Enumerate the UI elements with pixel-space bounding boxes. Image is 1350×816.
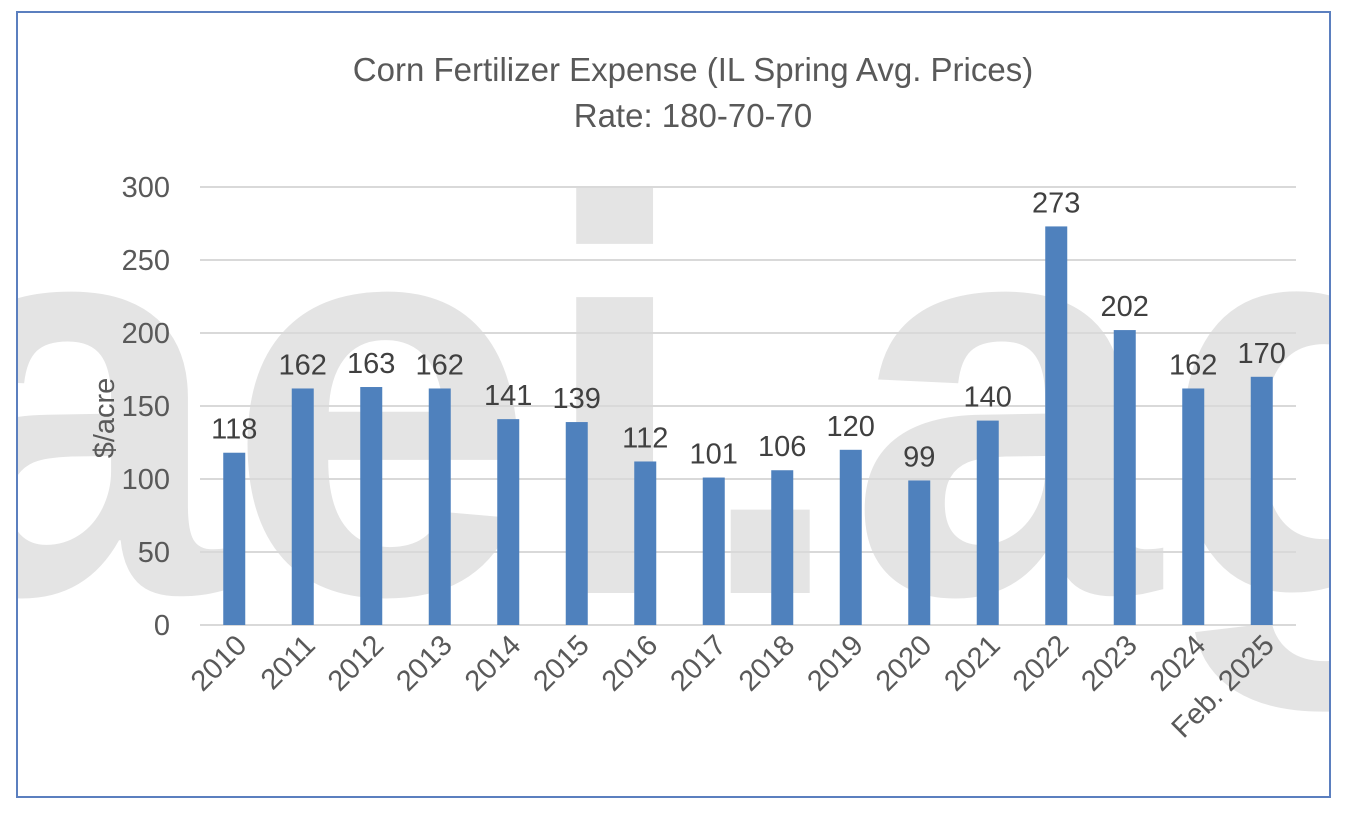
y-tick-label: 300 xyxy=(122,172,170,204)
data-label: 139 xyxy=(553,383,601,415)
bar xyxy=(1113,330,1136,625)
bar xyxy=(565,422,588,625)
bar xyxy=(1182,388,1205,625)
data-label: 162 xyxy=(1169,349,1217,381)
bar xyxy=(223,452,246,625)
data-label: 162 xyxy=(416,349,464,381)
bar xyxy=(291,388,314,625)
bar xyxy=(771,470,794,625)
bar xyxy=(497,419,520,625)
bar xyxy=(976,420,999,625)
bar xyxy=(428,388,451,625)
chart-subtitle: Rate: 180-70-70 xyxy=(574,97,813,134)
bar xyxy=(702,477,725,625)
y-tick-label: 0 xyxy=(154,610,170,642)
data-label: 118 xyxy=(211,414,257,446)
data-labels: 118 162 163 162 141 139 112 101 106 120 99 140 273 20… xyxy=(211,187,1286,473)
bar xyxy=(908,480,931,625)
bar xyxy=(360,387,383,625)
bar-chart: aei.ag Corn Fertilizer Expense (IL Sprin… xyxy=(18,51,1329,744)
bar xyxy=(839,449,862,625)
data-label: 162 xyxy=(279,349,327,381)
data-label: 99 xyxy=(903,441,935,473)
data-label: 112 xyxy=(622,422,668,454)
bars xyxy=(223,226,1273,626)
bar xyxy=(1045,226,1068,626)
y-tick-label: 100 xyxy=(122,464,170,496)
chart-title: Corn Fertilizer Expense (IL Spring Avg. … xyxy=(353,51,1033,88)
data-label: 170 xyxy=(1238,338,1286,370)
bar xyxy=(1250,376,1273,625)
data-label: 163 xyxy=(347,348,395,380)
y-tick-label: 250 xyxy=(122,245,170,277)
y-tick-label: 200 xyxy=(122,318,170,350)
gridlines xyxy=(200,186,1296,626)
data-label: 140 xyxy=(964,382,1012,414)
data-label: 202 xyxy=(1101,291,1149,323)
y-axis-ticks: 0 50 100 150 200 250 300 xyxy=(122,172,170,642)
data-label: 141 xyxy=(484,380,532,412)
data-label: 120 xyxy=(827,411,875,443)
chart-frame: aei.ag Corn Fertilizer Expense (IL Sprin… xyxy=(16,11,1331,798)
data-label: 273 xyxy=(1032,187,1080,219)
data-label: 101 xyxy=(690,439,738,471)
data-label: 106 xyxy=(758,431,806,463)
bar xyxy=(634,461,657,625)
y-tick-label: 50 xyxy=(138,537,170,569)
y-tick-label: 150 xyxy=(122,391,170,423)
y-axis-label: $/acre xyxy=(89,378,121,459)
